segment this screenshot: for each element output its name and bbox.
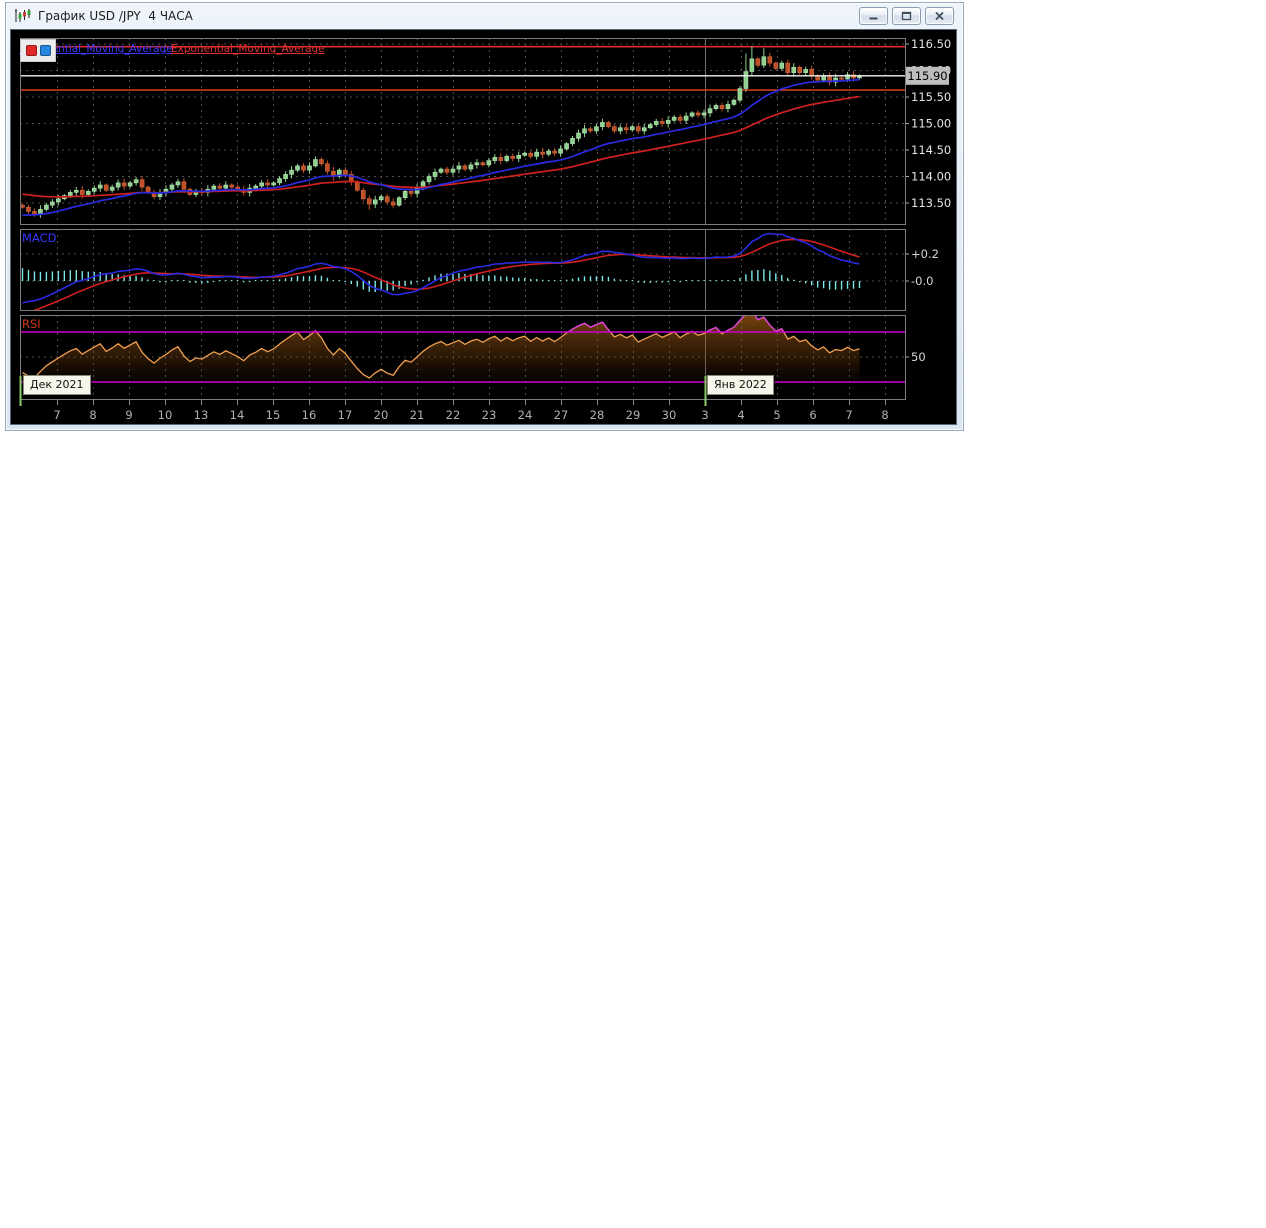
svg-text:17: 17 [338, 408, 353, 422]
svg-text:30: 30 [662, 408, 677, 422]
chart-canvas[interactable]: 116.50116.00115.50115.00114.50114.00113.… [11, 30, 956, 424]
svg-text:50: 50 [911, 350, 926, 364]
month-tooltip-dec: Дек 2021 [23, 375, 91, 395]
svg-text:113.50: 113.50 [911, 196, 951, 210]
macd-line [22, 232, 860, 304]
close-icon [935, 11, 944, 21]
red-indicator-swatch[interactable] [25, 45, 37, 56]
current-price-box [906, 66, 949, 85]
svg-text:115.90: 115.90 [907, 69, 947, 83]
ema-slow-line [22, 95, 860, 198]
svg-text:RSI: RSI [22, 317, 41, 331]
svg-text:23: 23 [482, 408, 497, 422]
svg-text:7: 7 [845, 408, 852, 422]
svg-text:28: 28 [590, 408, 605, 422]
svg-text:20: 20 [374, 408, 389, 422]
window-title: График USD /JPY 4 ЧАСА [38, 8, 193, 23]
svg-text:114.50: 114.50 [911, 143, 951, 157]
svg-text:10: 10 [158, 408, 173, 422]
svg-text:29: 29 [626, 408, 641, 422]
svg-text:24: 24 [518, 408, 533, 422]
svg-text:13: 13 [194, 408, 209, 422]
svg-text:22: 22 [446, 408, 461, 422]
svg-text:116.50: 116.50 [911, 37, 951, 51]
svg-text:115.00: 115.00 [911, 117, 951, 131]
maximize-icon [901, 11, 912, 21]
ema-fast-line [22, 78, 860, 217]
svg-text:5: 5 [773, 408, 780, 422]
svg-text:9: 9 [125, 408, 132, 422]
maximize-button[interactable] [892, 7, 921, 25]
window-controls [859, 7, 954, 25]
svg-text:-0.0: -0.0 [911, 274, 933, 288]
blue-indicator-swatch[interactable] [39, 45, 51, 56]
svg-text:+0.2: +0.2 [911, 247, 939, 261]
svg-text:14: 14 [230, 408, 245, 422]
rsi-area-fill [22, 315, 860, 398]
svg-text:MACD: MACD [22, 231, 57, 245]
minimize-button[interactable] [859, 7, 888, 25]
svg-text:16: 16 [302, 408, 317, 422]
svg-text:115.50: 115.50 [911, 90, 951, 104]
chart-window: График USD /JPY 4 ЧАСА [5, 2, 964, 431]
window-titlebar[interactable]: График USD /JPY 4 ЧАСА [6, 3, 963, 28]
svg-text:7: 7 [53, 408, 60, 422]
legend-ema-fast-link[interactable]: Exponential_Moving_Average [19, 43, 173, 55]
svg-text:8: 8 [89, 408, 96, 422]
svg-text:21: 21 [410, 408, 425, 422]
close-button[interactable] [925, 7, 954, 25]
minimize-icon [869, 17, 878, 19]
svg-text:114.00: 114.00 [911, 170, 951, 184]
svg-text:15: 15 [266, 408, 281, 422]
svg-text:4: 4 [737, 408, 744, 422]
candlestick-chart-icon [14, 8, 31, 22]
svg-text:27: 27 [554, 408, 569, 422]
macd-plot [21, 232, 861, 310]
legend-ema-slow-link[interactable]: Exponential_Moving_Average [171, 43, 325, 55]
chart-client-area: 116.50116.00115.50115.00114.50114.00113.… [10, 29, 957, 425]
svg-text:6: 6 [809, 408, 816, 422]
month-tooltip-jan: Янв 2022 [707, 375, 774, 395]
indicator-swatch-box [20, 39, 56, 62]
svg-text:8: 8 [881, 408, 888, 422]
svg-text:3: 3 [701, 408, 708, 422]
